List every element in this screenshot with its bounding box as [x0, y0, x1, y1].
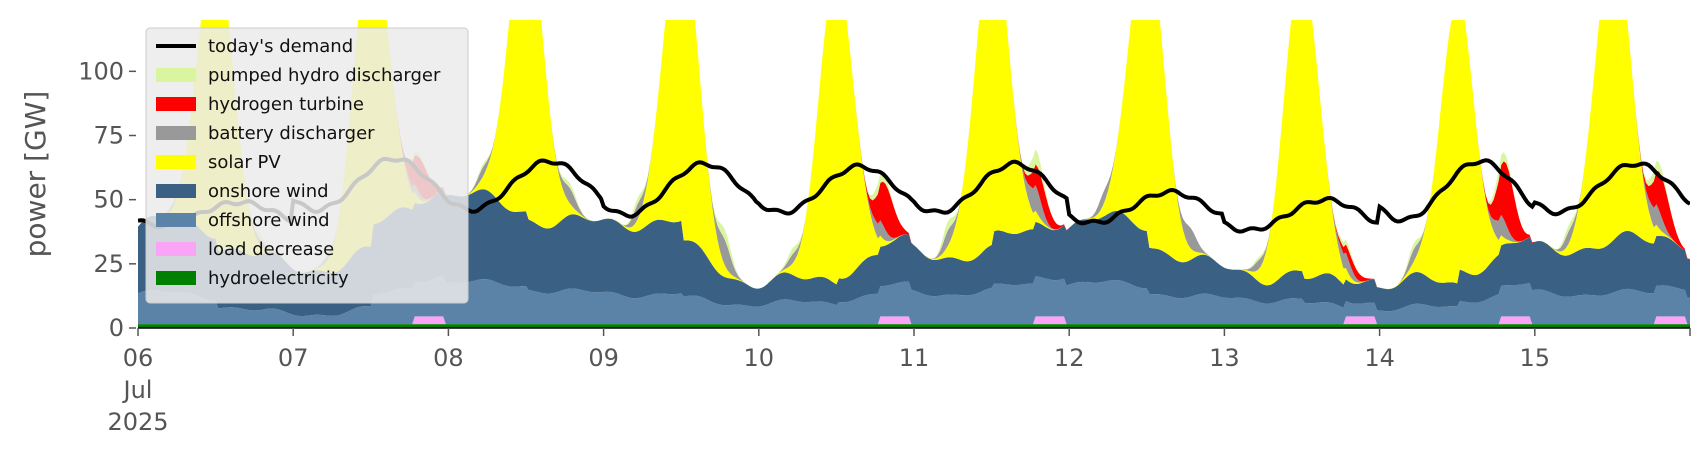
x-tick-label: 10 [744, 344, 775, 372]
legend-entry: offshore wind [208, 210, 330, 231]
x-tick-label: 06 [123, 344, 154, 372]
x-tick-sublabel: 2025 [107, 408, 168, 436]
x-tick-label: 08 [433, 344, 464, 372]
x-tick-label: 07 [278, 344, 309, 372]
legend-entry: solar PV [208, 152, 281, 173]
legend-swatch [156, 242, 196, 256]
legend-swatch [156, 155, 196, 169]
legend-swatch [156, 184, 196, 198]
legend-box [145, 27, 469, 304]
area-hydroelectricity [138, 324, 1690, 328]
legend-swatch [156, 271, 196, 285]
y-tick-label: 75 [93, 122, 124, 150]
x-tick-label: 12 [1054, 344, 1085, 372]
axes: 0 25 50 75 100 power [GW] 06 07 08 09 10 11 12 13 14 15… [19, 57, 1691, 436]
legend-swatch [156, 126, 196, 140]
y-tick-label: 25 [93, 250, 124, 278]
legend-entry: hydroelectricity [208, 268, 349, 289]
legend-swatch [156, 213, 196, 227]
legend-entry: load decrease [208, 239, 334, 260]
x-tick-label: 11 [899, 344, 930, 372]
y-tick-label: 100 [78, 57, 124, 85]
legend-swatch [156, 97, 196, 111]
area-offshore-wind [138, 275, 1690, 325]
legend-entry: hydrogen turbine [208, 94, 364, 115]
x-tick-label: 15 [1520, 344, 1551, 372]
area-solar-pv [138, 20, 1690, 290]
legend-entry: pumped hydro discharger [208, 65, 441, 86]
legend-entry: onshore wind [208, 181, 329, 202]
y-axis-title: power [GW] [19, 91, 52, 258]
area-onshore-wind [138, 188, 1690, 316]
legend-entry: battery discharger [208, 123, 375, 144]
y-tick-label: 50 [93, 186, 124, 214]
y-tick-label: 0 [109, 314, 124, 342]
series-areas [138, 20, 1690, 328]
legend-swatch [156, 68, 196, 82]
legend: today's demand pumped hydro discharger hyd… [145, 27, 469, 304]
x-tick-label: 09 [588, 344, 619, 372]
legend-entry: today's demand [208, 36, 353, 57]
x-tick-sublabel: Jul [122, 376, 153, 404]
x-tick-label: 13 [1209, 344, 1240, 372]
x-tick-label: 14 [1364, 344, 1395, 372]
